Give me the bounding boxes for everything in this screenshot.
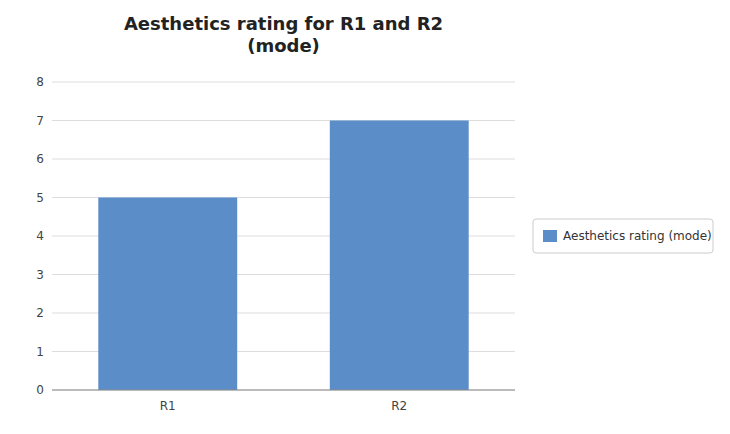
- y-tick-label: 7: [36, 114, 44, 128]
- y-tick-label: 3: [36, 268, 44, 282]
- x-axis-line: [52, 390, 515, 391]
- legend-swatch: [543, 230, 557, 242]
- bar: [98, 198, 237, 391]
- x-tick-label: R2: [391, 399, 407, 413]
- x-tick-label: R1: [160, 399, 176, 413]
- x-axis: R1 R2: [52, 390, 515, 413]
- y-tick-label: 2: [36, 306, 44, 320]
- grid-line: [52, 390, 515, 391]
- bars: [98, 121, 468, 391]
- title-line: Aesthetics rating for R1 and R2: [124, 13, 443, 34]
- grid-line: [52, 82, 515, 83]
- y-tick-label: 1: [36, 345, 44, 359]
- title-line: (mode): [247, 35, 320, 56]
- chart-svg: Aesthetics rating for R1 and R2(mode) 0 1 2…: [0, 0, 730, 434]
- chart-container: Aesthetics rating for R1 and R2(mode) 0 1 2…: [0, 0, 730, 434]
- y-tick-label: 5: [36, 191, 44, 205]
- title: Aesthetics rating for R1 and R2(mode): [124, 13, 443, 56]
- y-tick-label: 0: [36, 383, 44, 397]
- legend: Aesthetics rating (mode): [533, 219, 713, 253]
- legend-label: Aesthetics rating (mode): [563, 229, 712, 243]
- y-tick-label: 4: [36, 229, 44, 243]
- bar: [330, 121, 469, 391]
- y-axis: 0 1 2 3 4 5 6 7 8: [36, 75, 515, 397]
- legend-frame: [533, 219, 713, 253]
- y-tick-label: 6: [36, 152, 44, 166]
- y-tick-label: 8: [36, 75, 44, 89]
